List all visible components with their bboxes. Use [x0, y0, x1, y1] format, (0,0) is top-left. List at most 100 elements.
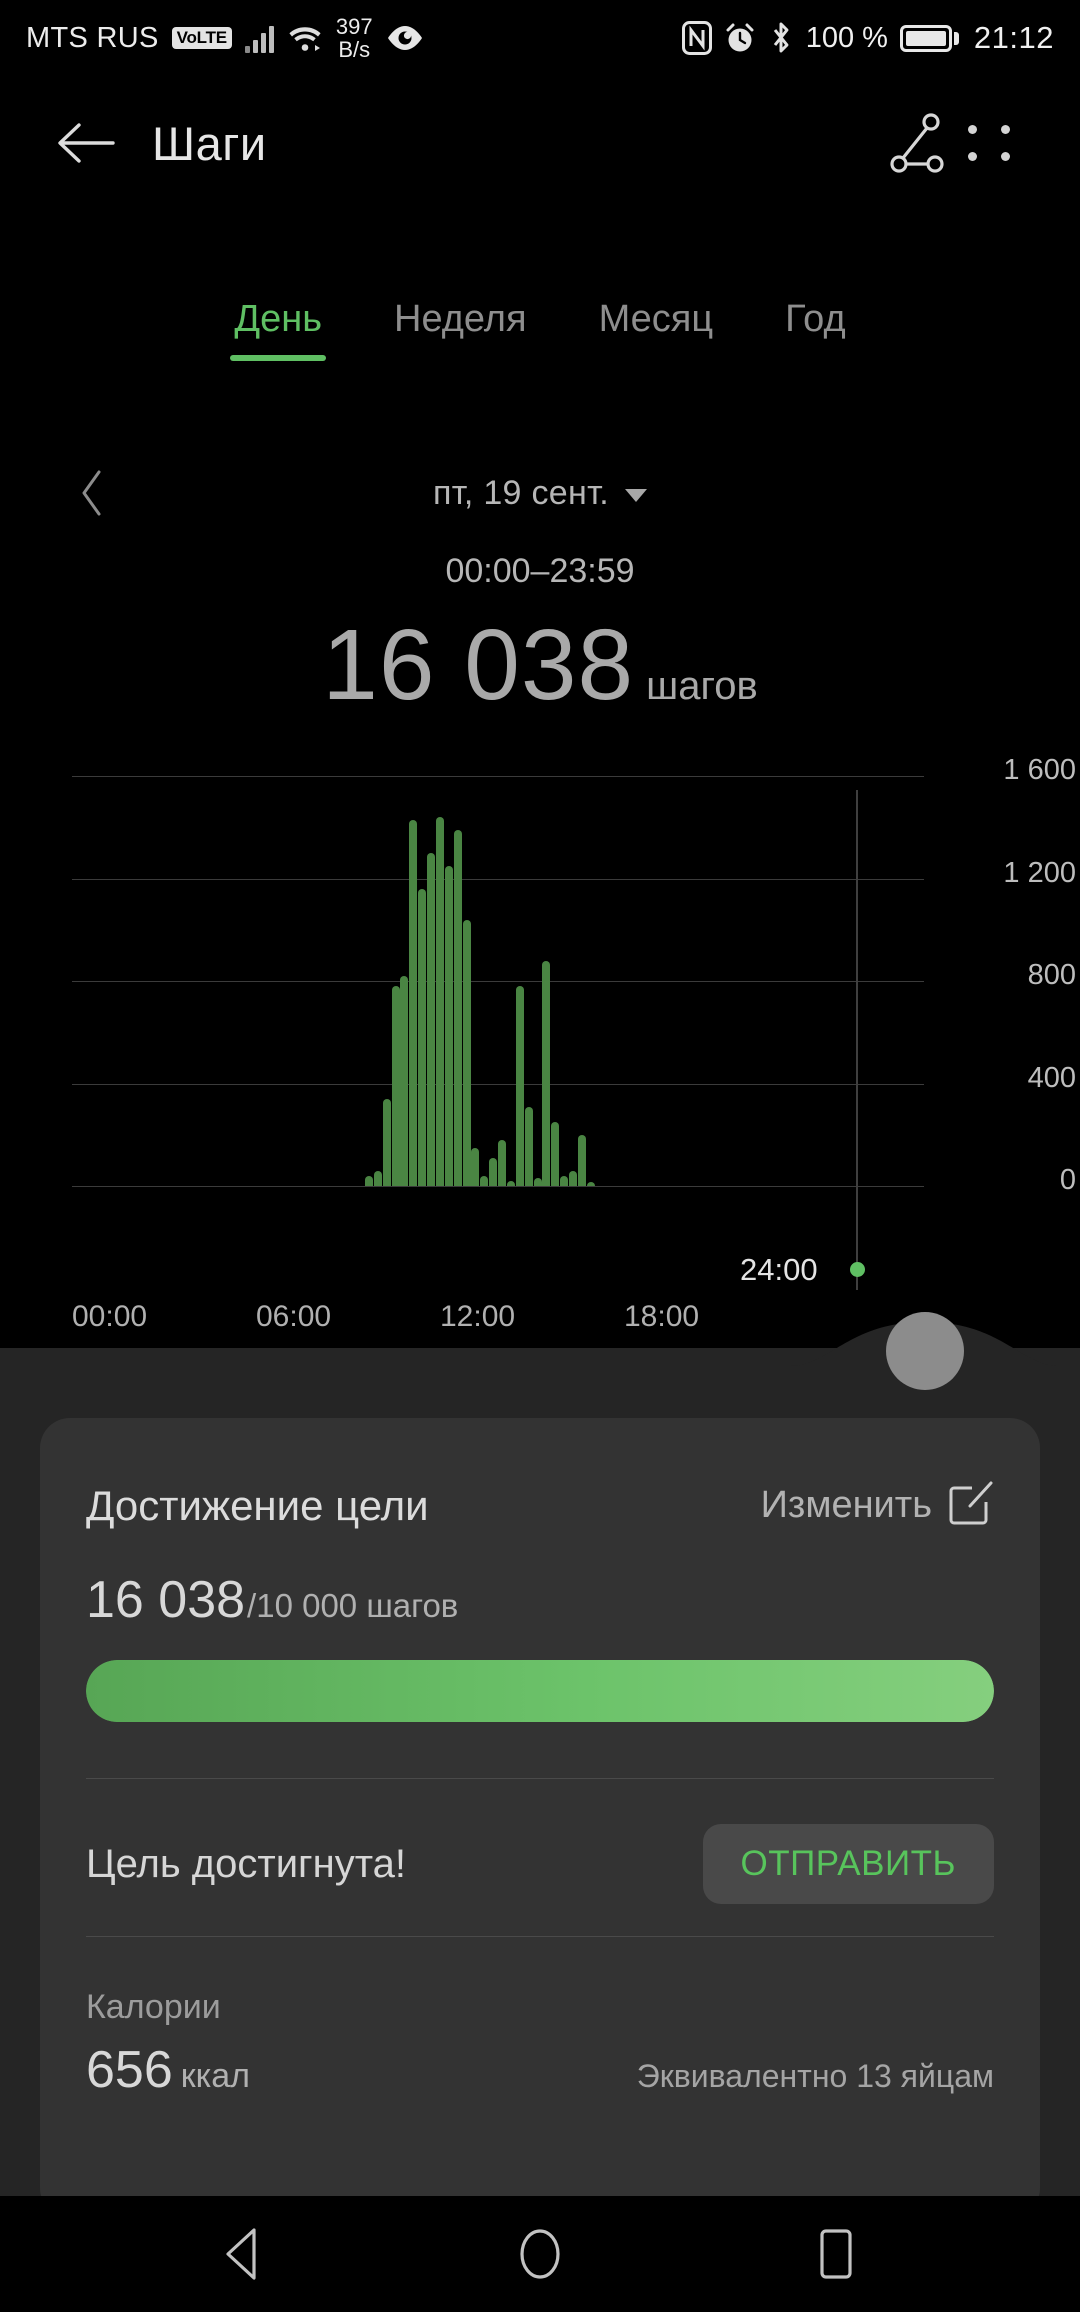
nav-home-icon[interactable]: [494, 2208, 586, 2300]
chart-bar: [489, 1157, 498, 1186]
goal-progress-fill: [86, 1660, 994, 1722]
chart-bar: [533, 1178, 542, 1186]
status-bar-left: MTS RUS VoLTE 397 B/s: [26, 15, 424, 61]
nfc-icon: [681, 21, 712, 55]
steps-chart[interactable]: 1 600 1 200 800 400 0: [0, 754, 1080, 1340]
total-steps-unit: шагов: [646, 664, 758, 708]
chart-bars: [72, 776, 924, 1186]
gridline: [72, 1186, 924, 1187]
x-axis-label: 06:00: [256, 1300, 332, 1333]
status-bar-right: 100 % 21:12: [681, 20, 1054, 56]
chart-cursor-dot[interactable]: [850, 1262, 865, 1277]
carrier-label: MTS RUS: [26, 21, 159, 54]
chart-bar: [391, 986, 400, 1186]
chart-bar: [586, 1182, 595, 1186]
card-divider-1: [86, 1778, 994, 1779]
caret-down-icon[interactable]: [624, 488, 647, 502]
gridline: [72, 1083, 924, 1085]
chart-bar: [480, 1175, 489, 1186]
share-icon[interactable]: [882, 107, 954, 179]
chart-bar: [471, 1147, 480, 1186]
total-steps-row: 16 038 шагов: [0, 608, 1080, 723]
gridline: [72, 981, 924, 982]
eye-icon: [386, 25, 424, 51]
period-tabs: День Неделя Месяц Год: [0, 298, 1080, 384]
chart-cursor-line: [856, 790, 858, 1290]
y-axis-label: 1 600: [1003, 754, 1076, 786]
date-label[interactable]: пт, 19 сент.: [433, 473, 609, 512]
y-axis-label: 0: [1059, 1164, 1076, 1196]
chart-bar: [577, 1134, 586, 1186]
chart-bar: [427, 852, 435, 1186]
tab-week[interactable]: Неделя: [394, 298, 527, 340]
status-bar-clock: 21:12: [973, 20, 1054, 55]
chart-cursor-time: 24:00: [740, 1252, 818, 1287]
tab-day[interactable]: День: [226, 298, 330, 361]
chart-bar: [551, 1121, 560, 1186]
chart-scrubber-handle[interactable]: [886, 1312, 964, 1390]
chart-bar: [462, 919, 471, 1186]
chart-bar: [542, 960, 551, 1186]
chart-bar: [524, 1106, 533, 1186]
chart-bar: [435, 817, 444, 1186]
goal-status-text: Цель достигнута!: [86, 1841, 406, 1886]
status-bar: MTS RUS VoLTE 397 B/s: [0, 0, 1080, 76]
chart-bar: [560, 1175, 569, 1186]
network-speed-value: 397: [335, 14, 373, 39]
wifi-icon: [287, 23, 323, 53]
alarm-icon: [724, 21, 756, 55]
chart-x-axis: 00:00 06:00 12:00 18:00: [0, 1300, 1080, 1346]
time-range-label: 00:00–23:59: [445, 552, 635, 590]
back-button[interactable]: [54, 111, 118, 175]
nav-back-icon[interactable]: [198, 2208, 290, 2300]
x-axis-label: 18:00: [624, 1300, 700, 1333]
battery-icon: [899, 24, 959, 52]
send-button[interactable]: ОТПРАВИТЬ: [702, 1824, 994, 1904]
signal-icon: [244, 23, 274, 53]
y-axis-label: 800: [1027, 959, 1076, 991]
gridline: [72, 878, 924, 880]
y-axis-label: 400: [1027, 1061, 1076, 1094]
edit-goal-button[interactable]: Изменить: [761, 1480, 994, 1531]
nav-recents-icon[interactable]: [790, 2208, 882, 2300]
goal-progress-text: 16 038 /10 000 шагов: [86, 1570, 458, 1630]
network-speed-unit: B/s: [338, 37, 371, 62]
gridline: [72, 776, 924, 777]
goal-status-row: Цель достигнута! ОТПРАВИТЬ: [86, 1818, 994, 1910]
more-menu-icon[interactable]: [954, 107, 1026, 179]
tab-month[interactable]: Месяц: [598, 298, 714, 340]
page-title: Шаги: [152, 116, 267, 170]
goal-card-title: Достижение цели: [86, 1481, 429, 1529]
chart-bar: [409, 819, 418, 1186]
calories-equivalent: Эквивалентно 13 яйцам: [636, 2058, 994, 2094]
y-axis-label: 1 200: [1003, 856, 1076, 889]
calories-unit: ккал: [180, 2057, 251, 2095]
goal-progress-bar: [86, 1660, 994, 1722]
x-axis-label: 12:00: [440, 1300, 516, 1333]
chart-bar: [506, 1180, 515, 1186]
chart-bar: [444, 865, 453, 1186]
edit-goal-label: Изменить: [760, 1484, 932, 1526]
chart-bar: [364, 1175, 373, 1186]
sheet-notch: [0, 1322, 1080, 1398]
x-axis-label: 00:00: [72, 1300, 148, 1333]
calories-value: 656: [86, 2041, 173, 2099]
previous-day-button[interactable]: [64, 462, 120, 524]
chart-bar: [498, 1139, 506, 1186]
battery-percent: 100 %: [805, 21, 888, 54]
chart-bar: [400, 975, 409, 1186]
goal-card-header: Достижение цели Изменить: [86, 1480, 994, 1531]
card-divider-2: [86, 1936, 994, 1937]
volte-badge: VoLTE: [171, 27, 232, 49]
date-navigator: пт, 19 сент.: [0, 462, 1080, 524]
calories-title: Калории: [86, 1988, 221, 2026]
tab-year[interactable]: Год: [785, 298, 846, 340]
total-steps-value: 16 038: [322, 609, 635, 721]
goal-card: Достижение цели Изменить 16 038 /10 000 …: [40, 1418, 1040, 2218]
system-nav-bar: [0, 2196, 1080, 2312]
goal-current-value: 16 038: [86, 1571, 246, 1629]
chart-bar: [373, 1170, 382, 1186]
calories-value-row: 656 ккал: [86, 2040, 250, 2100]
chart-bar: [569, 1170, 577, 1186]
